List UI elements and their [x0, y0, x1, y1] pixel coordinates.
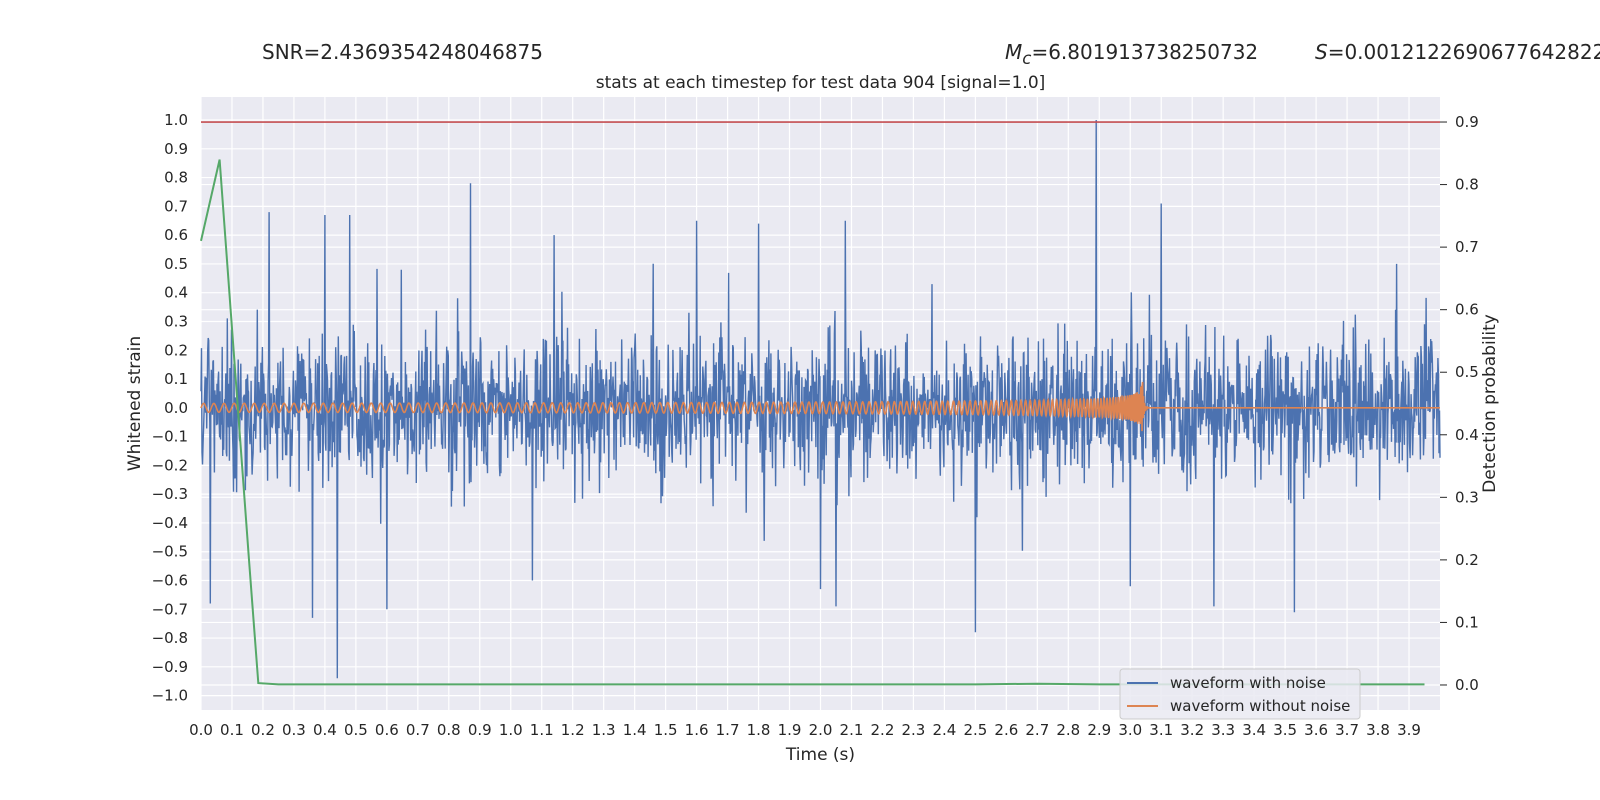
x-tick-label: 2.1 — [840, 721, 864, 739]
legend: waveform with noise waveform without nois… — [1119, 668, 1361, 720]
x-tick-label: 3.4 — [1242, 721, 1266, 739]
x-tick-label: 1.2 — [561, 721, 585, 739]
y2-tick-label: 0.3 — [1455, 488, 1479, 506]
x-tick-label: 1.9 — [778, 721, 802, 739]
x-tick-label: 2.5 — [963, 721, 987, 739]
x-tick-label: 2.6 — [994, 721, 1018, 739]
x-tick-label: 2.9 — [1087, 721, 1111, 739]
y-tick-label: 0.8 — [164, 169, 188, 187]
y-tick-label: 0.4 — [164, 284, 188, 302]
snr-readout: SNR=2.4369354248046875 — [262, 40, 543, 64]
noisy-waveform-line — [200, 119, 1441, 679]
y2-tick-label: 0.1 — [1455, 613, 1479, 631]
x-tick-label: 1.8 — [747, 721, 771, 739]
y2-tick-label: 0.6 — [1455, 301, 1479, 319]
clean-waveform-line — [200, 381, 1440, 432]
x-tick-label: 3.8 — [1366, 721, 1390, 739]
y-tick-label: −0.4 — [152, 514, 188, 532]
x-tick-label: 1.1 — [530, 721, 554, 739]
y-tick-label: −0.3 — [152, 485, 188, 503]
x-tick-label: 3.2 — [1180, 721, 1204, 739]
y-tick-label: −1.0 — [152, 687, 188, 705]
y-tick-label: 0.1 — [164, 370, 188, 388]
chirp-mass-readout: Mc=6.801913738250732 — [1005, 40, 1258, 68]
y2-tick-label: 0.8 — [1455, 176, 1479, 194]
x-tick-label: 3.0 — [1118, 721, 1142, 739]
x-tick-label: 0.8 — [437, 721, 461, 739]
x-tick-label: 2.8 — [1056, 721, 1080, 739]
x-tick-label: 3.7 — [1335, 721, 1359, 739]
x-tick-label: 0.6 — [375, 721, 399, 739]
x-tick-label: 0.5 — [344, 721, 368, 739]
x-tick-label: 3.6 — [1304, 721, 1328, 739]
x-tick-label: 1.3 — [592, 721, 616, 739]
x-tick-label: 1.0 — [499, 721, 523, 739]
y-axis-ticks: 1.0 0.9 0.8 0.7 0.6 0.5 0.4 0.3 0.2 0.1 0.0 −0.1 −0.… — [152, 111, 188, 705]
spin-readout: S=0.0012122690677642822 — [1315, 40, 1600, 64]
y-tick-label: −0.5 — [152, 543, 188, 561]
legend-label: waveform with noise — [1170, 674, 1326, 692]
y-tick-label: −0.2 — [152, 456, 188, 474]
y2-tick-label: 0.5 — [1455, 363, 1479, 381]
y-tick-label: −0.8 — [152, 629, 188, 647]
x-tick-label: 0.3 — [282, 721, 306, 739]
chirp-mass-value: =6.801913738250732 — [1031, 40, 1259, 64]
y-tick-label: 1.0 — [164, 111, 188, 129]
y2-axis-label: Detection probability — [1480, 314, 1500, 493]
x-tick-label: 0.1 — [220, 721, 244, 739]
series-waveform-with-noise — [200, 119, 1441, 679]
x-tick-label: 3.3 — [1211, 721, 1235, 739]
y-tick-label: −0.9 — [152, 658, 188, 676]
x-tick-label: 2.0 — [809, 721, 833, 739]
x-tick-label: 3.9 — [1397, 721, 1421, 739]
x-tick-label: 2.7 — [1025, 721, 1049, 739]
legend-box — [1119, 668, 1361, 720]
y-tick-label: −0.7 — [152, 600, 188, 618]
y-tick-label: −0.1 — [152, 428, 188, 446]
spin-value: =0.0012122690677642822 — [1327, 40, 1600, 64]
y2-tick-label: 0.4 — [1455, 426, 1479, 444]
y2-tick-label: 0.9 — [1455, 113, 1479, 131]
x-tick-label: 1.6 — [685, 721, 709, 739]
y-tick-label: 0.7 — [164, 197, 188, 215]
x-tick-label: 1.4 — [623, 721, 647, 739]
x-tick-label: 2.4 — [932, 721, 956, 739]
y-tick-label: 0.6 — [164, 226, 188, 244]
x-tick-label: 0.0 — [189, 721, 213, 739]
x-axis-ticks: 0.0 0.1 0.2 0.3 0.4 0.5 0.6 0.7 0.8 0.9 1.0 1.1 1.2 1… — [189, 721, 1421, 739]
x-tick-label: 2.3 — [901, 721, 925, 739]
spin-symbol: S — [1315, 40, 1328, 64]
y-tick-label: −0.6 — [152, 571, 188, 589]
x-tick-label: 3.5 — [1273, 721, 1297, 739]
y2-tick-label: 0.0 — [1455, 676, 1479, 694]
chirp-mass-subscript: c — [1022, 49, 1032, 68]
y2-axis-ticks: 0.9 0.8 0.7 0.6 0.5 0.4 0.3 0.2 0.1 0.0 — [1440, 113, 1479, 694]
x-tick-label: 1.7 — [716, 721, 740, 739]
y2-tick-label: 0.2 — [1455, 551, 1479, 569]
y-tick-label: 0.3 — [164, 312, 188, 330]
x-tick-label: 3.1 — [1149, 721, 1173, 739]
legend-label: waveform without noise — [1170, 697, 1350, 715]
chirp-mass-symbol: M — [1005, 40, 1023, 64]
x-tick-label: 0.4 — [313, 721, 337, 739]
x-tick-label: 2.2 — [871, 721, 895, 739]
series-waveform-without-noise — [200, 381, 1440, 432]
x-tick-label: 0.2 — [251, 721, 275, 739]
x-axis-label: Time (s) — [785, 745, 855, 765]
y-axis-label: Whitened strain — [125, 336, 145, 471]
y2-tick-label: 0.7 — [1455, 238, 1479, 256]
y-tick-label: 0.0 — [164, 399, 188, 417]
y-tick-label: 0.2 — [164, 341, 188, 359]
x-tick-label: 0.7 — [406, 721, 430, 739]
y-tick-label: 0.9 — [164, 140, 188, 158]
chart-title: stats at each timestep for test data 904… — [596, 73, 1046, 93]
y-tick-label: 0.5 — [164, 255, 188, 273]
x-tick-label: 0.9 — [468, 721, 492, 739]
x-tick-label: 1.5 — [654, 721, 678, 739]
